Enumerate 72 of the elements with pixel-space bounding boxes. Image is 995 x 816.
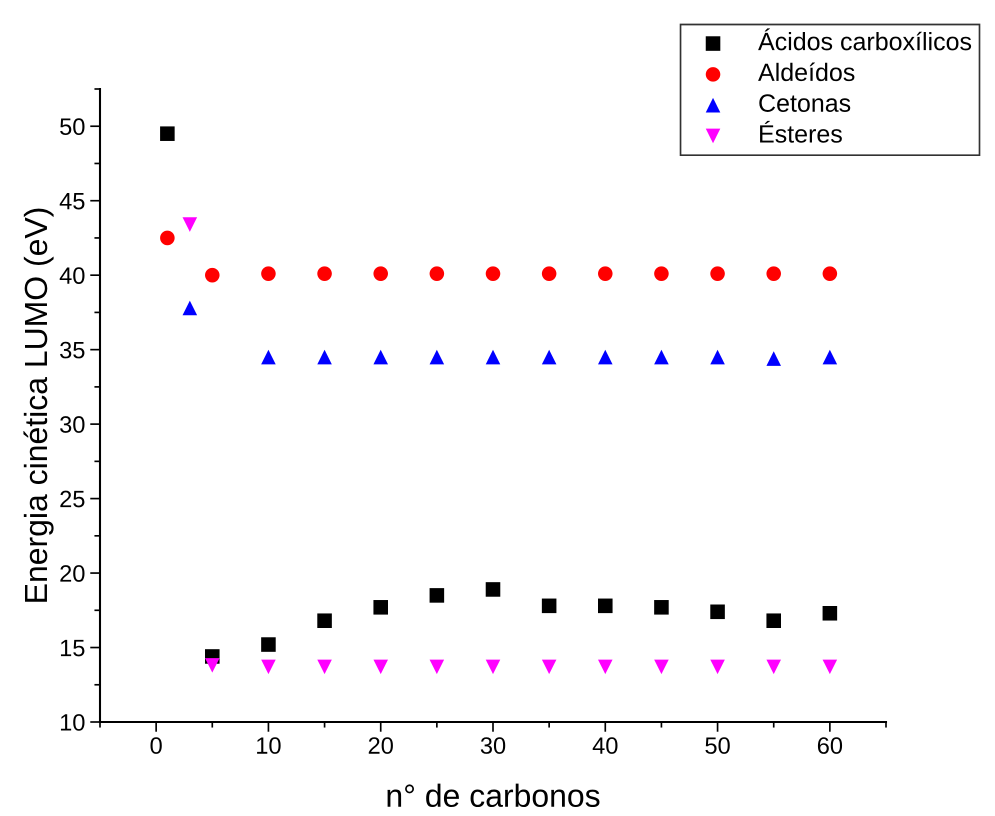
y-tick-label: 30 (60, 416, 84, 433)
point (373, 350, 388, 364)
point (373, 266, 388, 281)
y-tick-label: 15 (60, 640, 84, 656)
point (598, 598, 613, 614)
point (430, 266, 444, 281)
point (654, 660, 669, 674)
point (317, 266, 332, 281)
point (542, 598, 556, 614)
point (822, 606, 838, 621)
point (486, 266, 500, 281)
point (766, 266, 781, 281)
point (317, 613, 332, 628)
point (542, 350, 556, 364)
point (822, 660, 838, 674)
point (710, 660, 725, 674)
point (182, 300, 198, 316)
x-tick-label: 30 (480, 737, 506, 754)
y-tick-label: 40 (60, 267, 84, 284)
legend-label: Aldeídos (758, 62, 854, 82)
point (373, 600, 388, 615)
point (205, 658, 220, 673)
point (261, 660, 276, 674)
point (598, 350, 613, 364)
x-axis-title: n° de carbonos (388, 784, 600, 808)
y-tick-label: 25 (60, 490, 84, 508)
x-tick-label: 50 (705, 737, 730, 754)
point (766, 613, 781, 628)
point (430, 660, 444, 674)
legend-label: Cetonas (759, 94, 850, 112)
point (317, 350, 332, 364)
point (430, 588, 444, 603)
point (160, 126, 175, 141)
point (710, 604, 725, 620)
point (598, 266, 613, 281)
y-tick-label: 35 (60, 342, 84, 358)
point (261, 350, 276, 364)
point (182, 217, 198, 232)
y-tick-label: 45 (60, 193, 84, 210)
point (598, 660, 613, 674)
legend-label: Ácidos carboxílicos (758, 28, 972, 50)
point (205, 268, 220, 282)
x-tick-label: 60 (818, 737, 842, 754)
point (766, 351, 781, 366)
point (430, 350, 444, 364)
x-tick-label: 20 (368, 737, 393, 754)
point (822, 350, 838, 364)
point (822, 266, 838, 281)
point (373, 660, 388, 674)
point (654, 600, 669, 615)
point (317, 660, 332, 674)
legend-label: Ésteres (760, 120, 842, 143)
point (160, 230, 175, 246)
y-tick-label: 20 (60, 565, 84, 582)
y-tick-label: 50 (60, 118, 84, 136)
point (261, 637, 276, 652)
point (542, 266, 556, 281)
point (710, 266, 725, 281)
point (261, 266, 276, 281)
point (486, 660, 500, 674)
point (486, 582, 500, 597)
y-axis-title: Energia cinética LUMO (eV) (23, 208, 54, 602)
y-tick-label: 10 (60, 714, 84, 731)
point (710, 350, 725, 364)
x-tick-label: 0 (150, 737, 162, 754)
point (766, 660, 781, 674)
point (486, 350, 500, 364)
x-tick-label: 10 (257, 737, 281, 754)
point (542, 660, 556, 674)
point (654, 266, 669, 281)
x-tick-label: 40 (592, 737, 618, 754)
point (654, 350, 669, 364)
